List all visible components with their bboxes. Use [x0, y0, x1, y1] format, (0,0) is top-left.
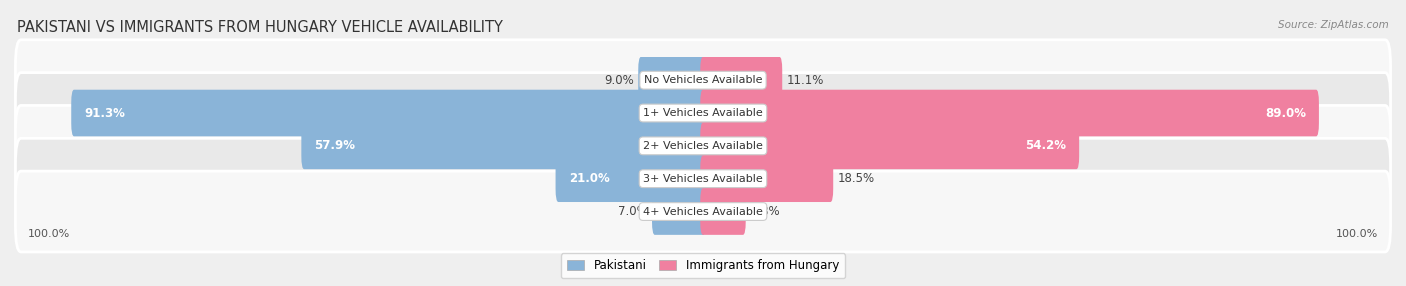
Text: 21.0%: 21.0% [568, 172, 609, 185]
Text: 18.5%: 18.5% [838, 172, 875, 185]
FancyBboxPatch shape [15, 106, 1391, 186]
FancyBboxPatch shape [700, 90, 1319, 136]
Text: 54.2%: 54.2% [1025, 139, 1066, 152]
FancyBboxPatch shape [555, 155, 706, 202]
Text: No Vehicles Available: No Vehicles Available [644, 75, 762, 85]
Text: 100.0%: 100.0% [28, 229, 70, 239]
Text: 2+ Vehicles Available: 2+ Vehicles Available [643, 141, 763, 151]
FancyBboxPatch shape [652, 188, 706, 235]
Text: 4+ Vehicles Available: 4+ Vehicles Available [643, 206, 763, 217]
FancyBboxPatch shape [700, 188, 745, 235]
Text: 89.0%: 89.0% [1265, 106, 1306, 120]
Text: 1+ Vehicles Available: 1+ Vehicles Available [643, 108, 763, 118]
Text: 57.9%: 57.9% [315, 139, 356, 152]
FancyBboxPatch shape [700, 155, 834, 202]
Text: 9.0%: 9.0% [605, 74, 634, 87]
Text: PAKISTANI VS IMMIGRANTS FROM HUNGARY VEHICLE AVAILABILITY: PAKISTANI VS IMMIGRANTS FROM HUNGARY VEH… [17, 20, 503, 35]
Legend: Pakistani, Immigrants from Hungary: Pakistani, Immigrants from Hungary [561, 253, 845, 278]
FancyBboxPatch shape [15, 138, 1391, 219]
FancyBboxPatch shape [700, 57, 782, 104]
FancyBboxPatch shape [72, 90, 706, 136]
Text: 3+ Vehicles Available: 3+ Vehicles Available [643, 174, 763, 184]
Text: 5.8%: 5.8% [749, 205, 779, 218]
Text: 100.0%: 100.0% [1336, 229, 1378, 239]
FancyBboxPatch shape [700, 122, 1080, 169]
Text: 91.3%: 91.3% [84, 106, 125, 120]
FancyBboxPatch shape [15, 73, 1391, 153]
FancyBboxPatch shape [15, 40, 1391, 121]
FancyBboxPatch shape [301, 122, 706, 169]
FancyBboxPatch shape [15, 171, 1391, 252]
Text: 7.0%: 7.0% [619, 205, 648, 218]
Text: 11.1%: 11.1% [786, 74, 824, 87]
Text: Source: ZipAtlas.com: Source: ZipAtlas.com [1278, 20, 1389, 30]
FancyBboxPatch shape [638, 57, 706, 104]
